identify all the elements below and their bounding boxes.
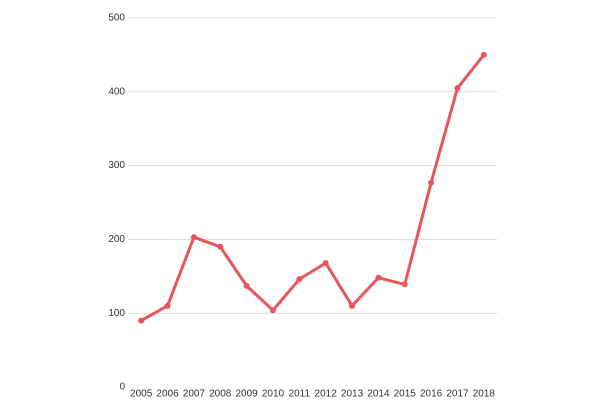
y-tick-label: 400 bbox=[108, 86, 125, 97]
y-tick-label: 200 bbox=[108, 234, 125, 245]
point bbox=[375, 274, 382, 281]
point bbox=[269, 307, 276, 314]
point bbox=[243, 282, 250, 289]
point bbox=[480, 51, 487, 58]
line bbox=[140, 53, 485, 322]
x-tick-label: 2007 bbox=[183, 389, 206, 400]
x-tick-label: 2013 bbox=[341, 389, 364, 400]
x-tick-label: 2016 bbox=[420, 389, 443, 400]
x-tick-label: 2010 bbox=[262, 389, 285, 400]
y-tick-label: 100 bbox=[108, 308, 125, 319]
y-tick-label: 0 bbox=[119, 382, 125, 393]
y-tick-label: 300 bbox=[108, 160, 125, 171]
point bbox=[296, 276, 303, 283]
x-tick-label: 2005 bbox=[130, 389, 153, 400]
point bbox=[454, 85, 461, 92]
x-tick-label: 2012 bbox=[315, 389, 338, 400]
point bbox=[190, 234, 197, 241]
point bbox=[164, 302, 171, 309]
point bbox=[428, 179, 435, 186]
x-tick-label: 2014 bbox=[367, 389, 390, 400]
point bbox=[322, 260, 329, 267]
point bbox=[217, 243, 224, 250]
x-tick-label: 2008 bbox=[209, 389, 232, 400]
x-tick-label: 2018 bbox=[473, 389, 496, 400]
x-tick-label: 2015 bbox=[394, 389, 417, 400]
x-tick-label: 2006 bbox=[156, 389, 179, 400]
point bbox=[401, 281, 408, 288]
y-tick-label: 500 bbox=[108, 13, 125, 24]
x-tick-label: 2017 bbox=[446, 389, 469, 400]
point bbox=[349, 302, 356, 309]
x-tick-label: 2009 bbox=[235, 389, 258, 400]
point bbox=[138, 317, 145, 324]
x-tick-label: 2011 bbox=[289, 389, 311, 400]
